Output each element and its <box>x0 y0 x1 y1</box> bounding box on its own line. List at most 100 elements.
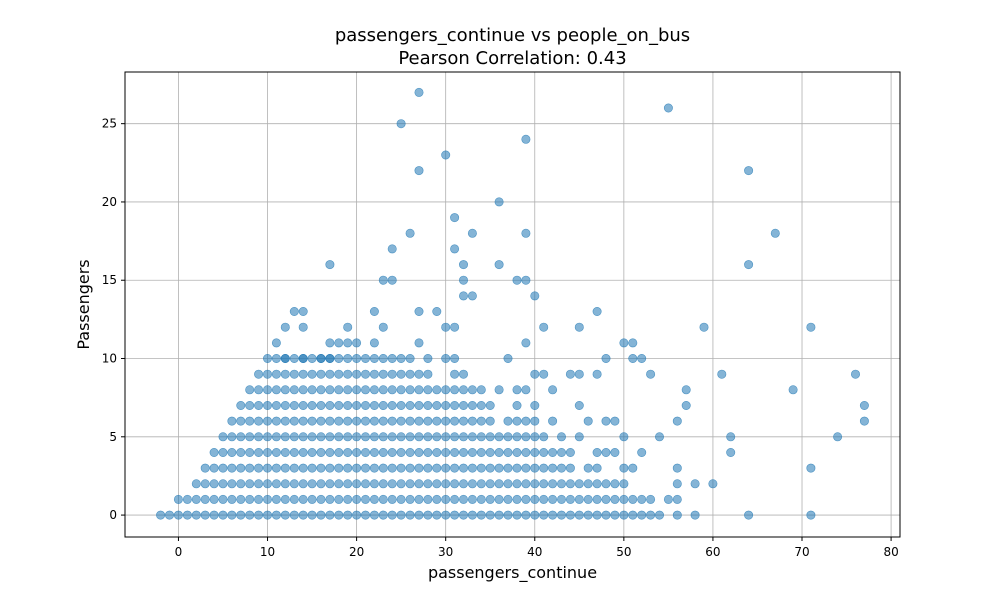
data-point <box>325 432 335 442</box>
data-point <box>485 432 495 442</box>
data-point <box>262 369 272 379</box>
data-point <box>414 432 424 442</box>
data-point <box>592 494 602 504</box>
data-point <box>298 494 308 504</box>
data-point <box>744 166 754 176</box>
data-point <box>450 213 460 223</box>
data-point <box>307 463 317 473</box>
data-point <box>432 510 442 520</box>
data-point <box>628 494 638 504</box>
data-point <box>378 416 388 426</box>
data-point <box>485 510 495 520</box>
data-point <box>503 416 513 426</box>
data-point <box>271 338 281 348</box>
data-point <box>512 479 522 489</box>
data-point <box>672 463 682 473</box>
data-point <box>423 463 433 473</box>
data-point <box>236 494 246 504</box>
data-point <box>592 463 602 473</box>
data-point <box>307 447 317 457</box>
data-point <box>441 494 451 504</box>
data-point <box>245 416 255 426</box>
data-point <box>218 494 228 504</box>
data-point <box>191 510 201 520</box>
data-point <box>601 494 611 504</box>
data-point <box>423 510 433 520</box>
data-point <box>458 385 468 395</box>
data-point <box>307 494 317 504</box>
data-point <box>200 510 210 520</box>
data-point <box>530 369 540 379</box>
data-point <box>441 479 451 489</box>
data-point <box>619 432 629 442</box>
data-point <box>583 463 593 473</box>
data-point <box>619 510 629 520</box>
data-point <box>369 400 379 410</box>
data-point <box>325 416 335 426</box>
data-point <box>360 353 370 363</box>
data-point <box>414 494 424 504</box>
data-point <box>387 369 397 379</box>
data-point <box>503 510 513 520</box>
data-point <box>343 385 353 395</box>
data-point <box>396 400 406 410</box>
data-point <box>432 494 442 504</box>
data-point <box>280 432 290 442</box>
data-point <box>325 400 335 410</box>
data-point <box>156 510 166 520</box>
data-point <box>574 510 584 520</box>
data-point <box>672 494 682 504</box>
data-point <box>254 385 264 395</box>
data-point <box>458 400 468 410</box>
data-point <box>325 369 335 379</box>
data-point <box>369 353 379 363</box>
data-point <box>316 416 326 426</box>
data-point <box>405 353 415 363</box>
x-tick-label: 0 <box>175 545 183 559</box>
data-point <box>218 463 228 473</box>
data-point <box>859 400 869 410</box>
data-point <box>432 479 442 489</box>
data-point <box>530 432 540 442</box>
data-point <box>450 244 460 254</box>
data-point <box>548 479 558 489</box>
data-point <box>476 494 486 504</box>
axis-ticks: 0 10 20 30 40 50 60 70 80 0 5 10 15 20 25 <box>102 117 899 559</box>
data-point <box>458 479 468 489</box>
data-point <box>548 510 558 520</box>
data-point <box>343 400 353 410</box>
data-point <box>289 479 299 489</box>
data-point <box>396 479 406 489</box>
data-point <box>378 353 388 363</box>
data-point <box>539 447 549 457</box>
data-point <box>334 338 344 348</box>
data-point <box>637 510 647 520</box>
data-point <box>262 385 272 395</box>
data-point <box>646 494 656 504</box>
data-point <box>405 228 415 238</box>
data-point <box>592 510 602 520</box>
data-point <box>334 479 344 489</box>
data-point <box>539 463 549 473</box>
data-point <box>334 447 344 457</box>
data-point <box>227 494 237 504</box>
data-point <box>316 479 326 489</box>
data-point <box>325 353 335 363</box>
data-point <box>271 494 281 504</box>
data-point <box>432 385 442 395</box>
data-point <box>271 510 281 520</box>
data-point <box>369 306 379 316</box>
data-point <box>494 479 504 489</box>
data-point <box>414 369 424 379</box>
data-point <box>476 416 486 426</box>
data-point <box>387 463 397 473</box>
data-point <box>450 416 460 426</box>
data-point <box>423 385 433 395</box>
data-point <box>601 416 611 426</box>
data-point <box>369 479 379 489</box>
data-point <box>236 416 246 426</box>
data-point <box>583 510 593 520</box>
data-point <box>307 400 317 410</box>
x-tick-label: 40 <box>527 545 542 559</box>
data-point <box>307 479 317 489</box>
